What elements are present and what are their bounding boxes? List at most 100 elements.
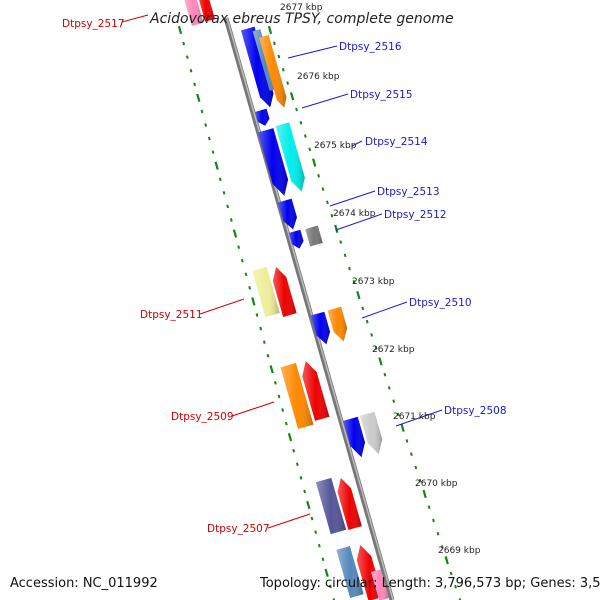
tick-mark bbox=[383, 372, 387, 377]
tick-mark bbox=[185, 55, 189, 59]
gene-feature-shading bbox=[257, 128, 289, 196]
tick-mark bbox=[365, 319, 369, 324]
tick-mark bbox=[332, 598, 336, 600]
label-connector bbox=[231, 401, 275, 417]
tick-mark bbox=[182, 41, 186, 46]
tick-mark bbox=[281, 67, 285, 72]
tick-mark bbox=[295, 107, 298, 112]
gene-label-dtpsy-2517[interactable]: Dtpsy_2517 bbox=[62, 18, 125, 30]
tick-mark bbox=[251, 297, 256, 306]
tick-mark bbox=[330, 213, 334, 218]
tick-mark bbox=[277, 54, 281, 59]
tick-mark bbox=[286, 81, 290, 85]
tick-mark bbox=[414, 465, 418, 470]
tick-mark bbox=[177, 25, 183, 35]
tick-mark bbox=[303, 489, 307, 494]
tick-mark bbox=[248, 286, 252, 290]
tick-mark bbox=[370, 333, 374, 337]
tick-mark bbox=[432, 518, 435, 523]
tick-mark bbox=[321, 557, 325, 562]
tick-mark bbox=[193, 82, 197, 87]
tick-mark bbox=[321, 187, 325, 191]
gene-feature-shading bbox=[302, 361, 330, 421]
tick-mark bbox=[284, 421, 288, 426]
tick-mark bbox=[240, 258, 244, 263]
tick-mark bbox=[454, 584, 457, 589]
tick-mark bbox=[356, 290, 361, 300]
gene-label-dtpsy-2516[interactable]: Dtpsy_2516 bbox=[339, 41, 402, 53]
gene-feature-shading bbox=[288, 229, 304, 249]
scale-label-2674: 2674 kbp bbox=[333, 209, 376, 219]
gene-label-dtpsy-2507[interactable]: Dtpsy_2507 bbox=[207, 523, 270, 535]
tick-mark bbox=[289, 92, 295, 101]
genome-summary-text: Topology: circular; Length: 3,796,573 bp… bbox=[259, 576, 600, 591]
tick-mark bbox=[281, 408, 285, 412]
tick-mark bbox=[292, 448, 296, 453]
gene-label-dtpsy-2515[interactable]: Dtpsy_2515 bbox=[350, 89, 413, 101]
label-connector bbox=[351, 140, 363, 147]
gene-label-dtpsy-2508[interactable]: Dtpsy_2508 bbox=[444, 405, 507, 417]
tick-mark bbox=[405, 439, 409, 443]
tick-mark bbox=[222, 191, 226, 195]
label-connector bbox=[395, 409, 443, 427]
scale-label-2671: 2671 kbp bbox=[393, 412, 436, 422]
tick-mark bbox=[218, 177, 222, 182]
gene-label-dtpsy-2512[interactable]: Dtpsy_2512 bbox=[384, 209, 447, 221]
tick-mark bbox=[324, 568, 329, 578]
gene-label-dtpsy-2511[interactable]: Dtpsy_2511 bbox=[140, 309, 203, 321]
tick-mark bbox=[269, 365, 274, 374]
tick-mark bbox=[226, 204, 230, 209]
tick-mark bbox=[348, 266, 351, 271]
tick-mark bbox=[339, 240, 343, 244]
genome-backbone-highlight bbox=[226, 17, 394, 600]
gene-feature-shading bbox=[184, 0, 204, 26]
tick-mark bbox=[343, 253, 347, 258]
label-connector bbox=[329, 190, 376, 207]
label-connector bbox=[301, 93, 349, 109]
tick-mark bbox=[229, 218, 233, 222]
gene-label-dtpsy-2514[interactable]: Dtpsy_2514 bbox=[365, 136, 428, 148]
tick-mark bbox=[287, 432, 293, 442]
gene-label-dtpsy-2513[interactable]: Dtpsy_2513 bbox=[377, 186, 440, 198]
map-title: Acidovorax ebreus TPSY, complete genome bbox=[149, 11, 454, 27]
gene-label-dtpsy-2509[interactable]: Dtpsy_2509 bbox=[171, 411, 234, 423]
gene-feature-shading bbox=[371, 569, 389, 600]
tick-mark bbox=[378, 357, 383, 366]
gene-feature-shading bbox=[337, 477, 362, 530]
scale-label-2675: 2675 kbp bbox=[314, 141, 357, 151]
gene-feature-shading bbox=[310, 311, 331, 345]
tick-mark bbox=[440, 545, 444, 549]
tick-mark bbox=[308, 147, 312, 152]
inner-tick-ring bbox=[267, 25, 462, 600]
tick-mark bbox=[299, 120, 303, 125]
accession-text: Accession: NC_011992 bbox=[10, 576, 158, 591]
tick-mark bbox=[299, 476, 303, 480]
tick-mark bbox=[449, 571, 453, 576]
tick-mark bbox=[374, 346, 378, 350]
gene-feature-shading bbox=[255, 108, 270, 126]
tick-mark bbox=[326, 200, 329, 205]
genome-backbone bbox=[223, 17, 395, 600]
tick-mark bbox=[295, 462, 299, 467]
tick-mark bbox=[244, 272, 248, 277]
tick-mark bbox=[232, 229, 238, 238]
tick-mark bbox=[303, 134, 307, 138]
gene-feature-shading bbox=[327, 306, 348, 342]
tick-mark bbox=[273, 41, 276, 46]
scale-label-2670: 2670 kbp bbox=[415, 479, 458, 489]
tick-mark bbox=[458, 598, 462, 600]
gene-feature-shading bbox=[272, 266, 297, 317]
tick-mark bbox=[418, 478, 422, 483]
tick-mark bbox=[427, 505, 431, 510]
label-connector bbox=[287, 45, 338, 59]
gene-label-dtpsy-2510[interactable]: Dtpsy_2510 bbox=[409, 297, 472, 309]
tick-mark bbox=[267, 25, 273, 35]
gene-feature-shading bbox=[259, 35, 287, 108]
gene-feature-shading bbox=[241, 26, 274, 108]
outer-tick-ring bbox=[177, 25, 336, 600]
tick-mark bbox=[277, 394, 281, 399]
gene-feature-shading bbox=[199, 0, 215, 22]
label-connector bbox=[267, 513, 311, 529]
scale-label-2669: 2669 kbp bbox=[438, 546, 481, 556]
tick-mark bbox=[317, 174, 321, 178]
